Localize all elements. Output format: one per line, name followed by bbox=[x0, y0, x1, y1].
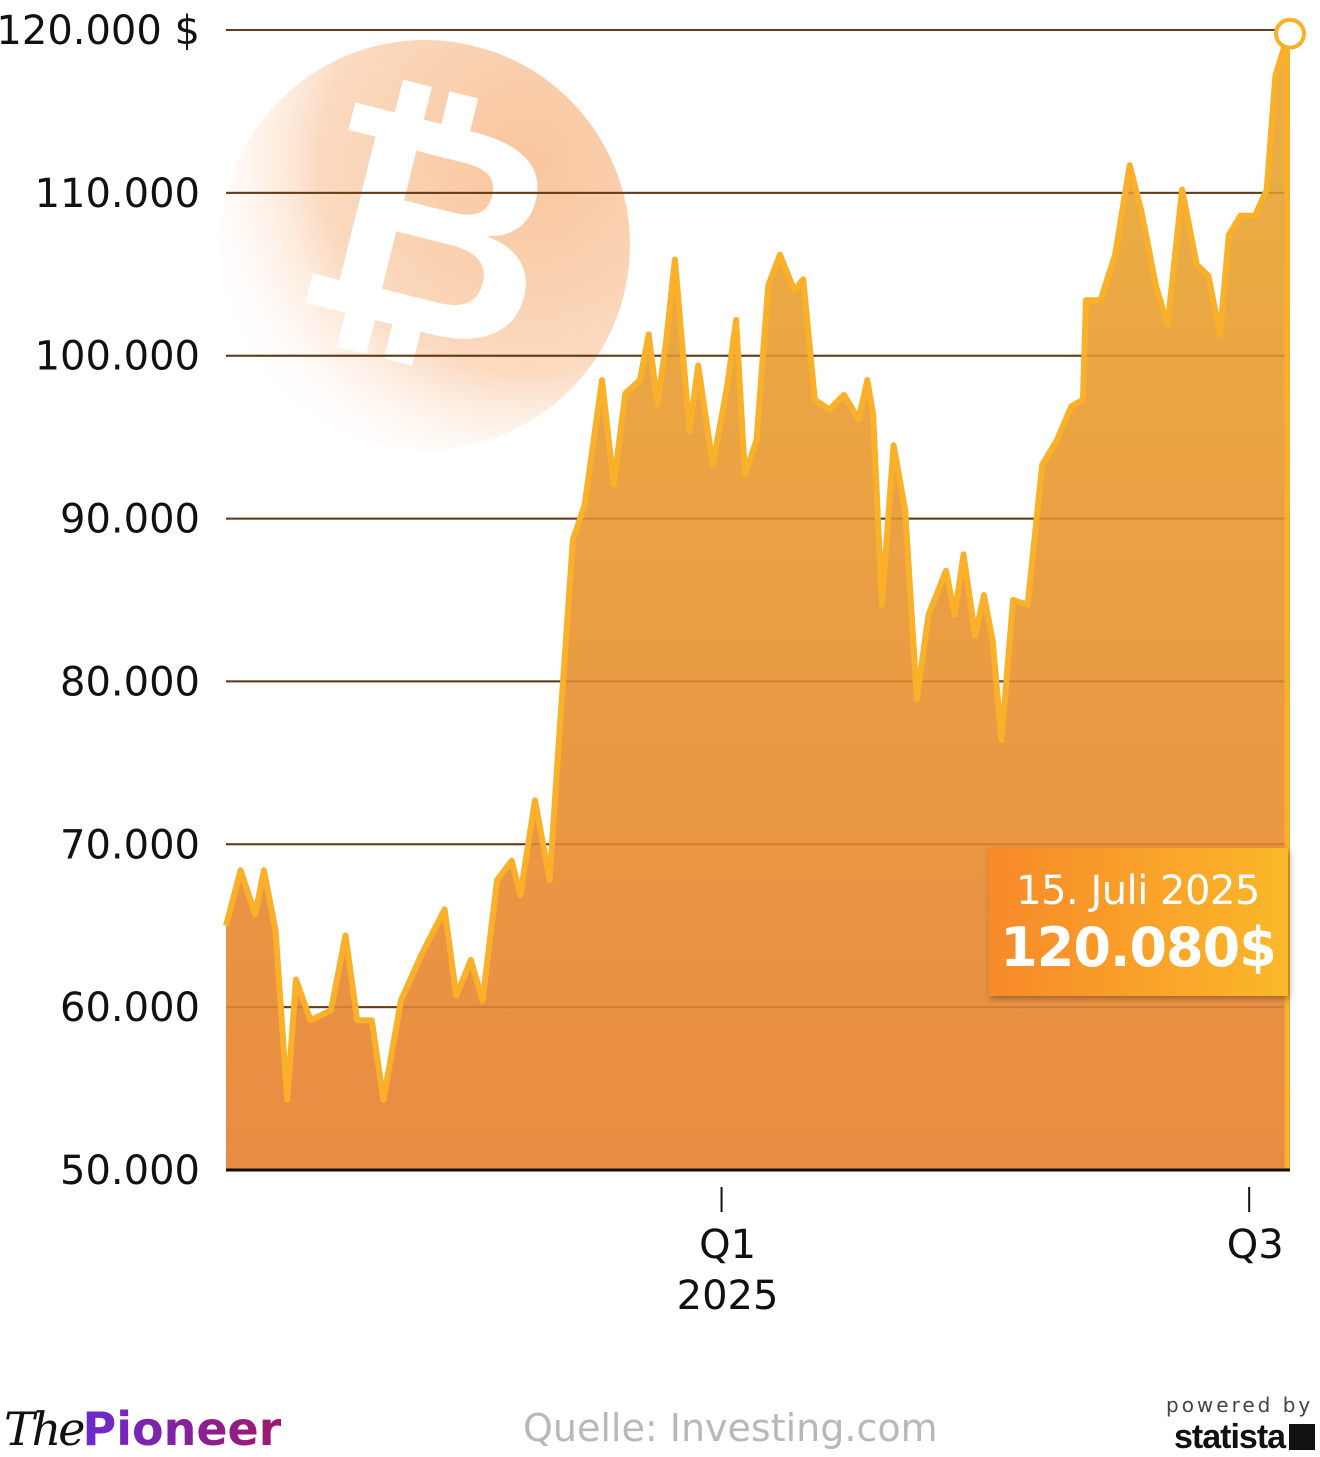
y-tick-label: 120.000 $ bbox=[0, 8, 200, 54]
y-tick-label: 70.000 bbox=[60, 822, 200, 868]
y-tick-label: 100.000 bbox=[35, 334, 200, 380]
y-tick-label: 90.000 bbox=[60, 497, 200, 543]
statista-mark-icon bbox=[1289, 1424, 1315, 1450]
the-pioneer-logo: ThePioneer bbox=[4, 1402, 281, 1456]
callout-date: 15. Juli 2025 bbox=[988, 868, 1288, 914]
logo-the: The bbox=[4, 1402, 83, 1456]
x-tick-label: Q1 bbox=[699, 1222, 756, 1268]
y-tick-label: 110.000 bbox=[35, 171, 200, 217]
bitcoin-logo-icon: ₿ bbox=[220, 28, 630, 450]
logo-pioneer: Pioneer bbox=[83, 1402, 282, 1456]
statista-wordmark: statista bbox=[1174, 1418, 1285, 1456]
source-note: Quelle: Investing.com bbox=[523, 1406, 938, 1450]
x-tick-sublabel: 2025 bbox=[677, 1273, 779, 1319]
y-tick-label: 60.000 bbox=[60, 985, 200, 1031]
x-axis: Q1 2025 Q3 bbox=[226, 1170, 1290, 1319]
y-tick-label: 50.000 bbox=[60, 1148, 200, 1194]
chart: ₿ 120.000 $ 110.000 100.000 90.000 80.000 70.… bbox=[0, 0, 1320, 1380]
y-axis: 120.000 $ 110.000 100.000 90.000 80.000 70.00… bbox=[0, 8, 200, 1194]
y-tick-label: 80.000 bbox=[60, 659, 200, 705]
statista-logo: statista bbox=[1174, 1418, 1315, 1457]
latest-point-marker bbox=[1276, 20, 1304, 48]
latest-value-callout: 15. Juli 2025 120.080$ bbox=[988, 848, 1288, 996]
callout-value: 120.080$ bbox=[988, 916, 1288, 979]
x-tick-label: Q3 bbox=[1227, 1222, 1284, 1268]
powered-by-label: powered by bbox=[1166, 1393, 1313, 1417]
area-layer bbox=[226, 20, 1304, 1170]
